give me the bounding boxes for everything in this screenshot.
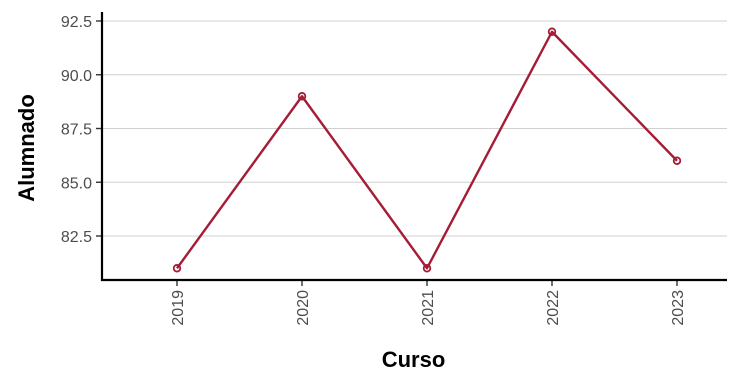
x-axis-title: Curso bbox=[382, 347, 446, 372]
y-tick-label: 82.5 bbox=[61, 229, 92, 246]
data-point bbox=[297, 92, 307, 101]
y-tick-label: 85.0 bbox=[61, 175, 92, 192]
x-tick-label: 2019 bbox=[170, 290, 187, 326]
x-axis-ticks: 2019 2020 2021 2022 2023 bbox=[170, 280, 687, 326]
y-tick-label: 92.5 bbox=[61, 14, 92, 31]
x-tick-label: 2020 bbox=[295, 290, 312, 326]
x-tick-label: 2021 bbox=[420, 290, 437, 326]
data-point bbox=[672, 156, 682, 165]
data-point bbox=[547, 27, 557, 36]
y-tick-label: 87.5 bbox=[61, 122, 92, 139]
series-line bbox=[176, 30, 678, 270]
series-layer bbox=[172, 27, 682, 273]
y-tick-label: 90.0 bbox=[61, 68, 92, 85]
x-tick-label: 2022 bbox=[545, 290, 562, 326]
data-point bbox=[422, 264, 432, 273]
data-point bbox=[172, 264, 182, 273]
x-tick-label: 2023 bbox=[670, 290, 687, 326]
y-axis-title: Alumnado bbox=[14, 94, 39, 202]
y-axis-ticks: 82.5 85.0 87.5 90.0 92.5 bbox=[61, 14, 102, 246]
gridlines bbox=[102, 20, 727, 237]
